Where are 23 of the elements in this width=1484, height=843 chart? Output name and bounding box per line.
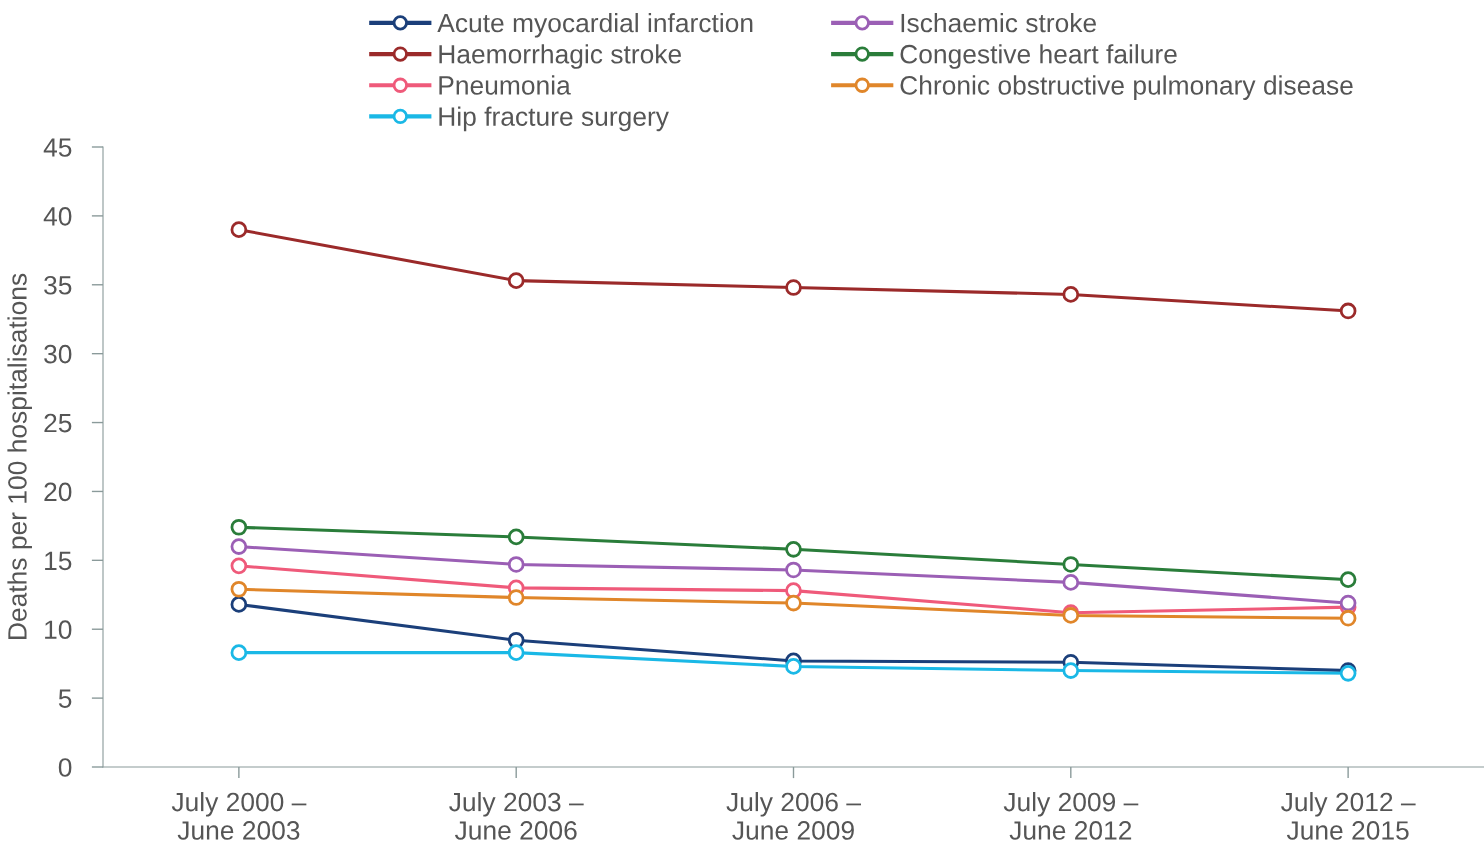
x-tick-label: July 2012 – June 2015 [1281, 792, 1416, 840]
y-tick-label: 5 [58, 689, 72, 708]
legend-label: Haemorrhagic stroke [439, 44, 681, 69]
legend-label: Acute myocardial infarction [437, 12, 753, 38]
legend-label: Hip fracture surgery [439, 106, 669, 132]
x-tick-label: July 2000 – June 2003 [171, 792, 307, 840]
y-tick-label: 10 [45, 620, 72, 640]
y-tick-label: 30 [44, 344, 72, 364]
y-tick-label: 15 [45, 551, 72, 571]
y-tick-label: 20 [44, 482, 72, 502]
y-tick-label: 35 [44, 275, 72, 295]
y-tick-label: 40 [43, 207, 72, 226]
legend-label: Ischaemic stroke [901, 12, 1096, 33]
legend-label: Congestive heart failure [900, 44, 1177, 69]
y-tick-label: 45 [43, 138, 72, 157]
y-axis-title: Deaths per 100 hospitalisations [7, 273, 32, 639]
legend-label: Pneumonia [439, 75, 571, 95]
x-tick-label: July 2006 – June 2009 [726, 792, 861, 840]
x-tick-label: July 2009 – June 2012 [1003, 792, 1139, 840]
y-tick-label: 25 [44, 413, 72, 433]
y-tick-label: 0 [58, 758, 72, 777]
legend-label: Chronic obstructive pulmonary disease [900, 75, 1353, 100]
x-tick-label: July 2003 – June 2006 [449, 792, 584, 840]
